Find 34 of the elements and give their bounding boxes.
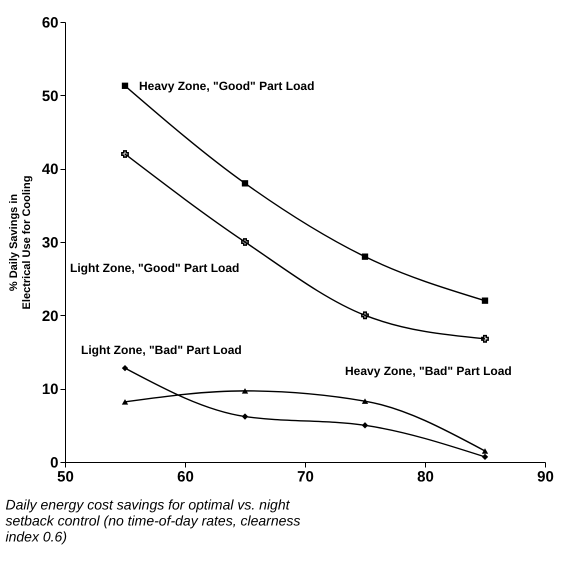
point bbox=[242, 388, 248, 394]
point bbox=[481, 334, 489, 343]
point bbox=[122, 364, 128, 372]
point bbox=[482, 454, 488, 460]
point bbox=[361, 311, 369, 320]
x-tick-label: 60 bbox=[177, 468, 194, 486]
point bbox=[482, 298, 488, 304]
x-axis-title: Daily energy cost savings for optimal vs. night setback control (no time-of-day rates, clearness index 0.6) bbox=[6, 496, 300, 544]
y-tick-label: 60 bbox=[42, 14, 58, 32]
point bbox=[241, 238, 249, 246]
point bbox=[122, 399, 128, 405]
point bbox=[362, 254, 368, 260]
y-tick-label: 30 bbox=[42, 234, 58, 252]
point bbox=[362, 422, 368, 428]
y-axis-title: % Daily Savings in Electrical Use for Cooling bbox=[8, 176, 33, 310]
text: Light Zone, "Bad" Part Load bbox=[81, 343, 242, 358]
point bbox=[242, 180, 248, 186]
series-label: Heavy Zone, "Bad" Part Load bbox=[345, 364, 512, 378]
y-tick-label: 0 bbox=[50, 454, 58, 472]
x-tick-label: 90 bbox=[537, 468, 554, 486]
y-tick-label: 40 bbox=[42, 161, 58, 178]
point bbox=[242, 413, 248, 420]
point bbox=[122, 82, 128, 89]
y-tick-label: 50 bbox=[42, 88, 58, 105]
series-label: Heavy Zone, "Good" Part Load bbox=[139, 78, 314, 93]
x-tick-label: 70 bbox=[297, 468, 314, 486]
point bbox=[121, 150, 129, 158]
y-tick-label: 10 bbox=[42, 381, 58, 398]
point bbox=[362, 398, 368, 404]
x-tick-label: 80 bbox=[417, 468, 434, 486]
series-label: Light Zone, "Good" Part Load bbox=[70, 261, 240, 275]
x-tick-label: 50 bbox=[57, 468, 74, 486]
y-tick-label: 20 bbox=[42, 308, 58, 325]
point bbox=[482, 448, 488, 454]
